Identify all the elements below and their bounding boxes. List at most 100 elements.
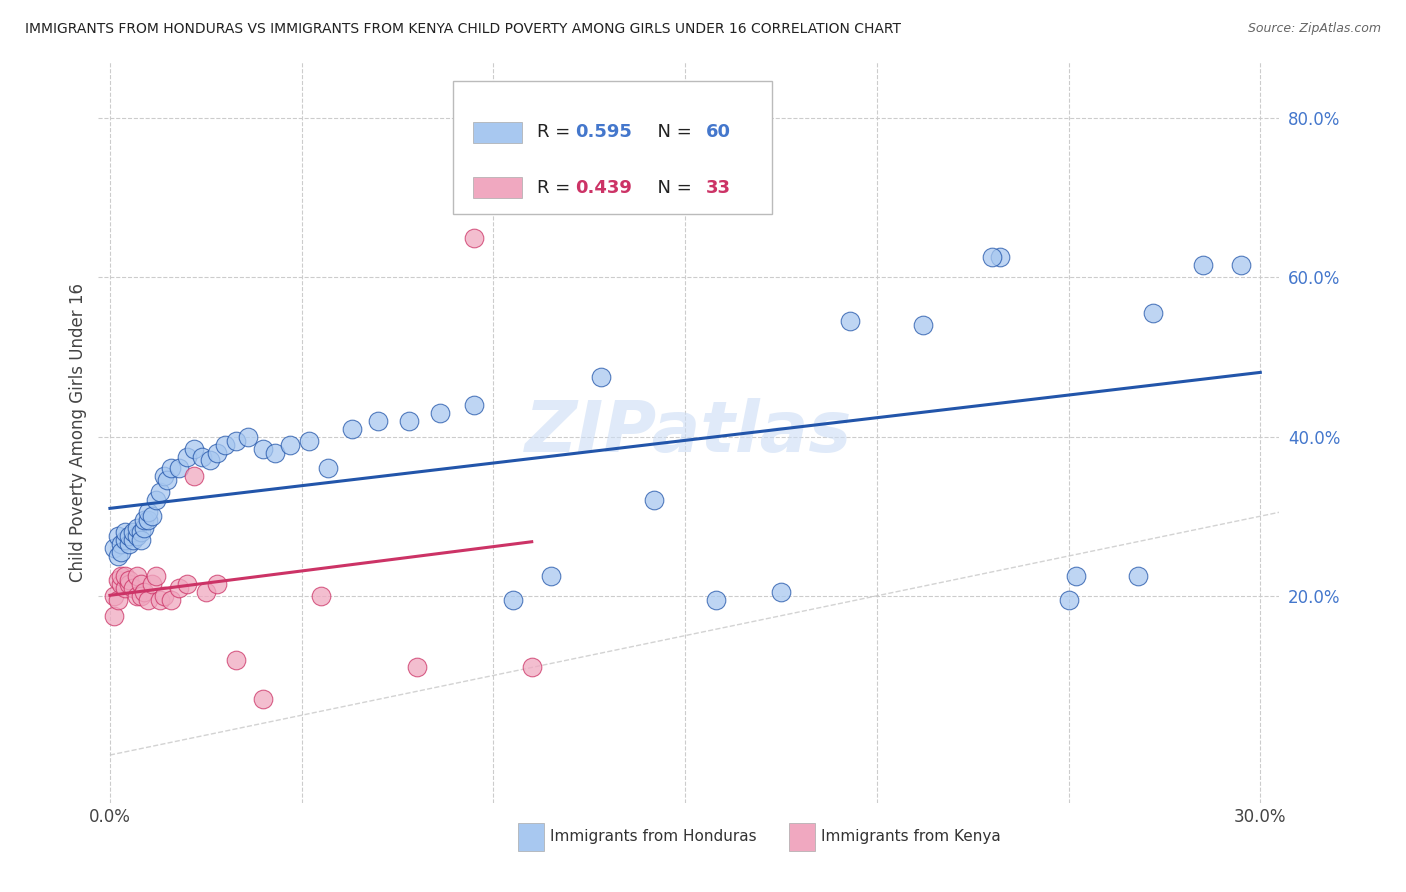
Text: Immigrants from Kenya: Immigrants from Kenya	[821, 830, 1001, 845]
Point	[149, 485, 172, 500]
Text: Immigrants from Honduras: Immigrants from Honduras	[550, 830, 756, 845]
Point	[589, 370, 612, 384]
Point	[207, 577, 229, 591]
Point	[225, 652, 247, 666]
Point	[125, 529, 148, 543]
Point	[145, 493, 167, 508]
Point	[141, 577, 163, 591]
Point	[129, 533, 152, 547]
Point	[110, 577, 132, 591]
Point	[118, 529, 141, 543]
Point	[125, 589, 148, 603]
Text: 0.595: 0.595	[575, 123, 633, 142]
Text: N =: N =	[647, 179, 697, 197]
Point	[118, 537, 141, 551]
FancyBboxPatch shape	[517, 822, 544, 851]
Point	[704, 592, 727, 607]
FancyBboxPatch shape	[472, 122, 523, 143]
Point	[167, 461, 190, 475]
FancyBboxPatch shape	[453, 81, 772, 214]
Point	[125, 521, 148, 535]
Point	[278, 437, 301, 451]
Text: 33: 33	[706, 179, 731, 197]
Point	[176, 577, 198, 591]
Point	[129, 525, 152, 540]
Point	[160, 592, 183, 607]
Point	[149, 592, 172, 607]
Point	[114, 525, 136, 540]
Point	[252, 442, 274, 456]
Point	[103, 589, 125, 603]
Point	[1057, 592, 1080, 607]
Point	[340, 422, 363, 436]
Point	[107, 592, 129, 607]
Point	[156, 474, 179, 488]
Point	[540, 569, 562, 583]
Point	[129, 577, 152, 591]
Point	[191, 450, 214, 464]
Point	[129, 589, 152, 603]
Text: ZIPatlas: ZIPatlas	[526, 398, 852, 467]
Point	[107, 549, 129, 563]
Point	[134, 521, 156, 535]
Point	[1142, 306, 1164, 320]
Point	[152, 589, 174, 603]
Point	[125, 569, 148, 583]
Point	[136, 513, 159, 527]
Point	[225, 434, 247, 448]
Point	[769, 584, 792, 599]
Text: R =: R =	[537, 179, 575, 197]
Point	[183, 442, 205, 456]
Point	[980, 251, 1002, 265]
Point	[110, 545, 132, 559]
Point	[318, 461, 340, 475]
Text: R =: R =	[537, 123, 575, 142]
Point	[309, 589, 332, 603]
Point	[263, 445, 285, 459]
Point	[207, 445, 229, 459]
Y-axis label: Child Poverty Among Girls Under 16: Child Poverty Among Girls Under 16	[69, 283, 87, 582]
Text: IMMIGRANTS FROM HONDURAS VS IMMIGRANTS FROM KENYA CHILD POVERTY AMONG GIRLS UNDE: IMMIGRANTS FROM HONDURAS VS IMMIGRANTS F…	[25, 22, 901, 37]
Point	[463, 230, 485, 244]
FancyBboxPatch shape	[472, 178, 523, 198]
Point	[398, 414, 420, 428]
Point	[1191, 259, 1213, 273]
Point	[118, 573, 141, 587]
Point	[134, 584, 156, 599]
Point	[643, 493, 665, 508]
FancyBboxPatch shape	[789, 822, 815, 851]
Point	[502, 592, 524, 607]
Text: N =: N =	[647, 123, 697, 142]
Point	[839, 314, 862, 328]
Point	[136, 592, 159, 607]
Point	[160, 461, 183, 475]
Text: Source: ZipAtlas.com: Source: ZipAtlas.com	[1247, 22, 1381, 36]
Point	[214, 437, 236, 451]
Point	[107, 529, 129, 543]
Point	[145, 569, 167, 583]
Point	[367, 414, 389, 428]
Point	[134, 513, 156, 527]
Point	[103, 541, 125, 555]
Point	[463, 398, 485, 412]
Point	[405, 660, 427, 674]
Point	[110, 537, 132, 551]
Point	[122, 533, 145, 547]
Text: 0.439: 0.439	[575, 179, 633, 197]
Point	[167, 581, 190, 595]
Point	[114, 533, 136, 547]
Point	[107, 573, 129, 587]
Point	[122, 581, 145, 595]
Point	[110, 569, 132, 583]
Point	[194, 584, 217, 599]
Point	[118, 577, 141, 591]
Point	[114, 581, 136, 595]
Text: 60: 60	[706, 123, 731, 142]
Point	[252, 692, 274, 706]
Point	[911, 318, 934, 333]
Point	[988, 251, 1011, 265]
Point	[114, 569, 136, 583]
Point	[103, 608, 125, 623]
Point	[1064, 569, 1087, 583]
Point	[136, 505, 159, 519]
